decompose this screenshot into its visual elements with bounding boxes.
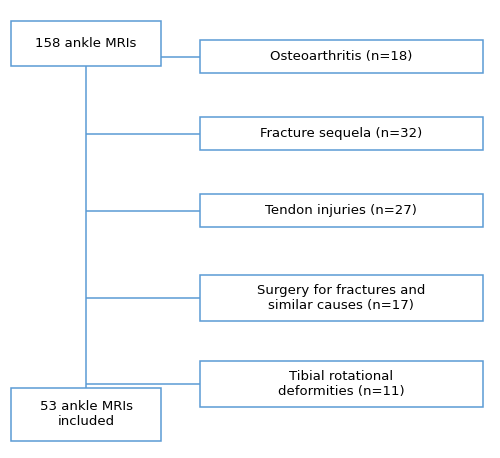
FancyBboxPatch shape — [11, 21, 161, 66]
Text: Fracture sequela (n=32): Fracture sequela (n=32) — [260, 127, 422, 140]
Text: Tibial rotational
deformities (n=11): Tibial rotational deformities (n=11) — [278, 370, 404, 398]
Text: 53 ankle MRIs
included: 53 ankle MRIs included — [40, 400, 132, 428]
FancyBboxPatch shape — [200, 275, 482, 321]
Text: Tendon injuries (n=27): Tendon injuries (n=27) — [266, 204, 417, 217]
FancyBboxPatch shape — [200, 117, 482, 150]
FancyBboxPatch shape — [11, 388, 161, 441]
FancyBboxPatch shape — [200, 40, 482, 73]
FancyBboxPatch shape — [200, 361, 482, 407]
Text: 158 ankle MRIs: 158 ankle MRIs — [36, 37, 136, 50]
Text: Surgery for fractures and
similar causes (n=17): Surgery for fractures and similar causes… — [257, 284, 426, 312]
FancyBboxPatch shape — [200, 194, 482, 227]
Text: Osteoarthritis (n=18): Osteoarthritis (n=18) — [270, 50, 412, 63]
